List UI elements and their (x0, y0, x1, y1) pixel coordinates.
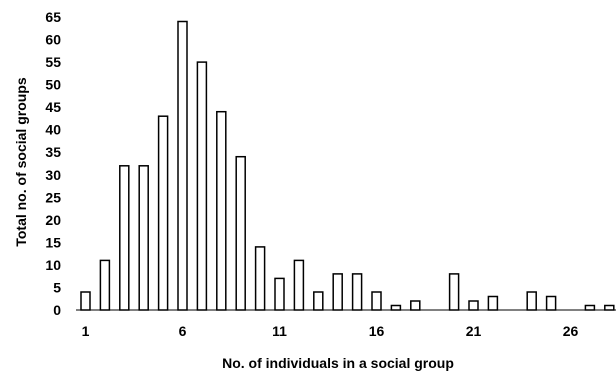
bar-6 (177, 20, 188, 311)
y-tick-label: 65 (45, 9, 61, 25)
y-tick-label: 20 (45, 212, 61, 228)
y-tick-label: 55 (45, 54, 61, 70)
bar-20 (448, 273, 460, 311)
bar-1 (80, 291, 91, 311)
bar-24 (526, 291, 537, 311)
y-tick-label: 50 (45, 77, 61, 93)
bar-3 (119, 165, 130, 311)
bar-22 (487, 295, 499, 311)
y-axis-ticks: 0 5 10 15 20 25 30 35 40 45 50 55 60 65 (45, 9, 61, 318)
bar-9 (235, 155, 246, 311)
x-axis-ticks: 1 6 11 16 21 26 (82, 323, 579, 339)
bar-2 (99, 259, 111, 311)
bar-12 (293, 259, 305, 311)
x-axis-title: No. of individuals in a social group (222, 355, 454, 371)
bar-5 (157, 115, 169, 311)
x-tick-label: 6 (179, 323, 187, 339)
bar-15 (351, 273, 363, 311)
bar-18 (410, 300, 421, 311)
bars-group (80, 20, 615, 311)
y-tick-label: 40 (45, 122, 61, 138)
x-tick-label: 16 (369, 323, 385, 339)
x-tick-label: 11 (272, 323, 287, 339)
bar-16 (371, 291, 382, 311)
y-axis-title: Total no. of social groups (13, 77, 29, 247)
y-tick-label: 10 (45, 257, 61, 273)
y-tick-label: 35 (45, 144, 61, 160)
y-tick-label: 0 (53, 302, 61, 318)
y-tick-label: 60 (45, 32, 61, 48)
bar-11 (274, 277, 285, 311)
bar-21 (468, 300, 479, 311)
bar-27 (584, 304, 596, 311)
bar-10 (254, 246, 266, 311)
x-tick-label: 26 (563, 323, 579, 339)
bar-4 (138, 165, 149, 311)
bar-25 (545, 295, 557, 311)
y-tick-label: 5 (53, 280, 61, 296)
bar-7 (196, 61, 208, 311)
y-tick-label: 30 (45, 167, 61, 183)
y-tick-label: 45 (45, 99, 61, 115)
y-tick-label: 15 (45, 234, 61, 250)
y-tick-label: 25 (45, 189, 61, 205)
bar-28 (604, 304, 615, 311)
x-tick-label: 1 (82, 323, 90, 339)
bar-17 (390, 304, 402, 311)
bar-8 (216, 110, 227, 311)
x-tick-label: 21 (466, 323, 482, 339)
bar-13 (313, 291, 324, 311)
bar-14 (332, 273, 343, 311)
